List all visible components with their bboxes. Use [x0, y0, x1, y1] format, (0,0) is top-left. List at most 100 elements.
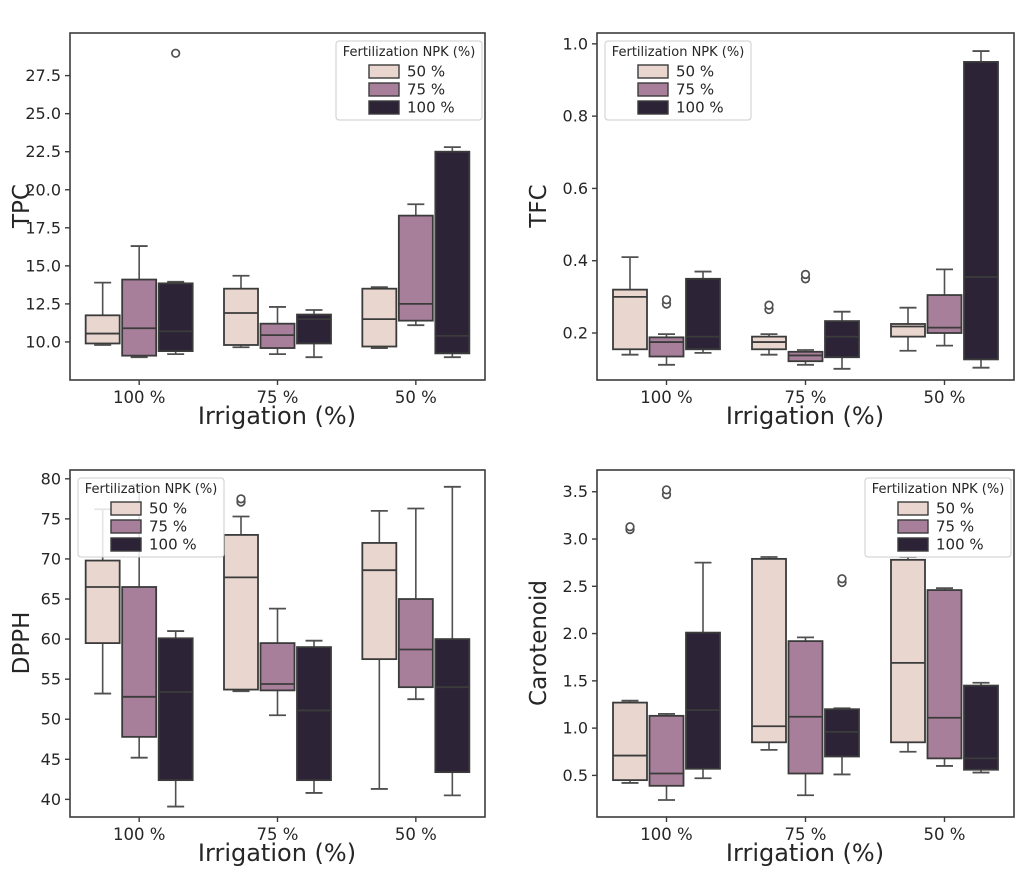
y-tick-label: 0.6 — [563, 179, 588, 198]
tfc-y-axis-label: TFC — [526, 184, 552, 228]
outlier-marker — [625, 522, 635, 532]
y-tick-label: 50 — [41, 710, 61, 729]
carotenoid-y-axis-label: Carotenoid — [526, 580, 552, 706]
legend-title: Fertilization NPK (%) — [872, 482, 1005, 497]
box — [751, 557, 787, 744]
box-group — [685, 270, 721, 354]
legend-swatch — [637, 64, 669, 79]
box-group — [612, 256, 648, 356]
y-tick-label: 1.0 — [563, 34, 588, 53]
box — [296, 646, 332, 782]
tpc-y-axis-label: TPC — [9, 184, 35, 228]
outlier-marker — [837, 574, 847, 584]
y-tick-label: 60 — [41, 630, 61, 649]
box-group — [84, 281, 121, 346]
tpc-x-axis-label: Irrigation (%) — [197, 402, 357, 430]
box — [223, 534, 259, 691]
legend-item-label: 100 % — [676, 99, 724, 117]
box — [361, 542, 398, 661]
box-group — [361, 286, 398, 349]
legend-swatch — [897, 537, 929, 552]
box — [259, 642, 296, 692]
y-tick-label: 45 — [41, 750, 61, 769]
x-tick-label: 75 % — [785, 825, 827, 844]
box-group — [259, 607, 296, 717]
box-group — [434, 485, 471, 797]
y-tick-label: 55 — [41, 670, 61, 689]
box — [963, 61, 999, 361]
box-group — [890, 556, 926, 753]
box — [926, 294, 963, 334]
y-tick-label: 0.2 — [563, 324, 588, 343]
legend: Fertilization NPK (%) 50 %75 %100 % — [77, 477, 225, 558]
box — [223, 287, 259, 346]
legend-title: Fertilization NPK (%) — [343, 45, 476, 60]
legend-item-label: 100 % — [149, 536, 197, 554]
y-tick-label: 10.0 — [25, 332, 61, 351]
y-tick-label: 3.0 — [563, 530, 588, 549]
outlier-marker — [764, 300, 774, 310]
y-tick-label: 27.5 — [25, 66, 61, 85]
box-group — [223, 274, 259, 349]
box — [787, 640, 824, 775]
y-tick-label: 2.5 — [563, 577, 588, 596]
box-group — [751, 300, 787, 356]
y-tick-label: 22.5 — [25, 142, 61, 161]
box — [824, 320, 860, 359]
x-tick-label: 100 % — [640, 825, 692, 844]
box — [84, 559, 121, 644]
box-group — [963, 681, 999, 774]
box — [685, 277, 721, 351]
x-tick-label: 50 % — [924, 388, 966, 407]
y-tick-label: 40 — [41, 790, 61, 809]
legend-title: Fertilization NPK (%) — [85, 482, 218, 497]
box — [648, 336, 685, 358]
legend-item-label: 100 % — [936, 536, 984, 554]
box — [963, 684, 999, 771]
y-tick-label: 12.5 — [25, 294, 61, 313]
y-tick-label: 20.0 — [25, 180, 61, 199]
box — [157, 637, 194, 782]
box — [361, 287, 398, 348]
outlier-marker — [800, 269, 811, 280]
y-tick-label: 17.5 — [25, 218, 61, 237]
legend-item-label: 50 % — [149, 500, 187, 518]
y-tick-label: 0.4 — [563, 251, 588, 270]
legend-item-label: 100 % — [407, 99, 455, 117]
x-tick-label: 50 % — [395, 388, 437, 407]
box — [890, 558, 926, 744]
y-tick-label: 1.0 — [563, 719, 588, 738]
legend-item-label: 75 % — [936, 518, 974, 536]
legend-swatch — [368, 100, 400, 115]
legend-swatch — [637, 82, 669, 97]
legend-frame — [604, 40, 752, 121]
box-group — [824, 310, 860, 370]
legend-swatch — [368, 82, 400, 97]
x-tick-label: 50 % — [395, 825, 437, 844]
legend-item-label: 75 % — [676, 81, 714, 99]
box-group — [963, 50, 999, 369]
box — [434, 150, 471, 355]
x-tick-label: 75 % — [785, 388, 827, 407]
box-group — [296, 639, 332, 794]
legend-item-label: 50 % — [676, 63, 714, 81]
subplot-tfc: 0.2 0.4 0.6 0.8 1.0 100 % 75 % 50 % Fertilizatio… — [512, 0, 1024, 440]
box — [612, 288, 648, 351]
outlier-marker — [171, 48, 181, 58]
box — [397, 598, 434, 689]
y-tick-label: 0.5 — [563, 766, 588, 785]
dpph-x-axis-label: Irrigation (%) — [197, 839, 357, 867]
box-group — [648, 485, 685, 801]
legend-frame — [77, 477, 225, 558]
y-tick-label: 2.0 — [563, 624, 588, 643]
tfc-x-axis-label: Irrigation (%) — [725, 402, 885, 430]
box-group — [361, 509, 398, 790]
y-tick-label: 15.0 — [25, 256, 61, 275]
box — [751, 335, 787, 351]
y-tick-label: 70 — [41, 549, 61, 568]
box-group — [434, 146, 471, 359]
legend-item-label: 50 % — [407, 63, 445, 81]
box-group — [223, 494, 259, 693]
